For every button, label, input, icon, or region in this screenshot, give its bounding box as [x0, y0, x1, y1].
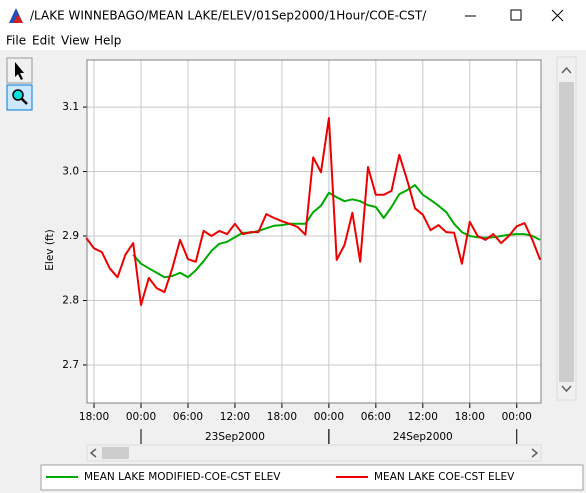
legend-label: MEAN LAKE COE-CST ELEV: [374, 471, 515, 483]
maximize-button[interactable]: [510, 9, 522, 21]
menu-item[interactable]: View: [61, 34, 90, 48]
x-tick-label: 00:00: [502, 411, 532, 423]
legend-label: MEAN LAKE MODIFIED-COE-CST ELEV: [84, 471, 281, 483]
menu-item[interactable]: File: [6, 34, 26, 48]
plot-frame: [86, 59, 542, 404]
close-button[interactable]: [551, 9, 564, 22]
y-tick-label: 3.1: [62, 101, 79, 113]
pointer-icon: [15, 62, 24, 80]
h-scrollbar[interactable]: [86, 444, 542, 462]
series-line: [132, 184, 541, 279]
x-tick-label: 18:00: [79, 411, 109, 423]
x-tick-label: 12:00: [220, 411, 250, 423]
x-tick-label: 06:00: [361, 411, 391, 423]
scroll-left[interactable]: [89, 448, 97, 458]
series-line: [85, 117, 542, 306]
menu-bar: [0, 32, 586, 50]
x-tick-label: 12:00: [408, 411, 438, 423]
legend: [40, 464, 584, 491]
x-tick-label: 18:00: [455, 411, 485, 423]
day-label: 24Sep2000: [393, 431, 453, 443]
scroll-right[interactable]: [531, 448, 539, 458]
y-tick-label: 2.9: [62, 230, 79, 242]
h-scroll-thumb[interactable]: [102, 447, 129, 459]
x-tick-label: 06:00: [173, 411, 203, 423]
y-tick-label: 2.8: [62, 294, 79, 306]
menu-item[interactable]: Help: [94, 34, 121, 48]
x-tick-label: 00:00: [126, 411, 156, 423]
app-icon-part: [13, 14, 23, 23]
window-title: /LAKE WINNEBAGO/MEAN LAKE/ELEV/01Sep2000…: [30, 9, 427, 23]
x-tick-label: 18:00: [267, 411, 297, 423]
title-bar: [0, 0, 586, 32]
scroll-up[interactable]: [561, 66, 572, 74]
zoom-icon-handle: [20, 97, 28, 105]
scroll-down[interactable]: [561, 385, 572, 393]
x-tick-label: 00:00: [314, 411, 344, 423]
y-axis-label: Elev (ft): [44, 229, 56, 270]
plot-area: [87, 60, 541, 403]
zoom-icon: [12, 89, 24, 101]
y-tick-label: 2.7: [62, 359, 79, 371]
v-scroll-thumb[interactable]: [559, 82, 574, 382]
y-tick-label: 3.0: [62, 166, 79, 178]
menu-item[interactable]: Edit: [32, 34, 56, 48]
day-label: 23Sep2000: [205, 431, 265, 443]
